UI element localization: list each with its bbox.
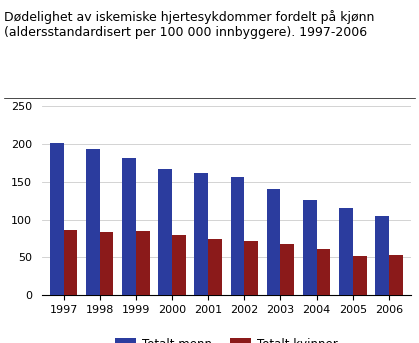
Bar	[194, 174, 208, 295]
Legend: Totalt menn, Totalt kvinner: Totalt menn, Totalt kvinner	[111, 335, 341, 343]
Bar	[303, 200, 317, 295]
Bar	[86, 149, 100, 295]
Bar	[100, 232, 114, 295]
Bar	[280, 245, 294, 295]
Bar	[317, 249, 330, 295]
Bar	[339, 208, 353, 295]
Bar	[136, 231, 150, 295]
Bar	[208, 239, 222, 295]
Bar	[244, 241, 258, 295]
Bar	[158, 169, 172, 295]
Bar	[122, 158, 136, 295]
Text: Dødelighet av iskemiske hjertesykdommer fordelt på kjønn
(aldersstandardisert pe: Dødelighet av iskemiske hjertesykdommer …	[4, 10, 375, 39]
Bar	[353, 256, 367, 295]
Bar	[375, 216, 389, 295]
Bar	[267, 189, 280, 295]
Bar	[389, 255, 403, 295]
Bar	[230, 177, 244, 295]
Bar	[50, 143, 64, 295]
Bar	[64, 230, 78, 295]
Bar	[172, 235, 186, 295]
